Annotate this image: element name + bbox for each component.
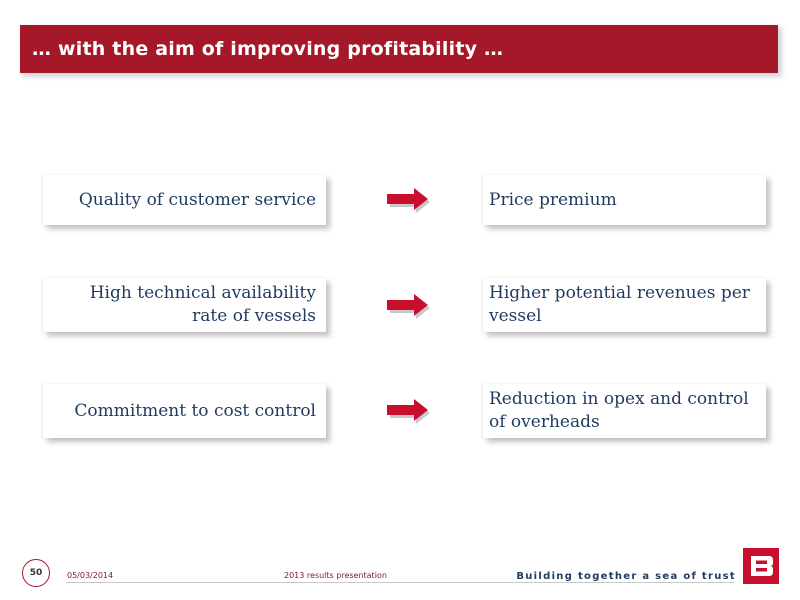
page-title: … with the aim of improving profitabilit… [32, 38, 504, 60]
right-arrow-icon [387, 399, 430, 424]
effect-box-2: Higher potential revenues per vessel [483, 278, 766, 332]
cause-text-3: Commitment to cost control [74, 400, 316, 421]
footer-presentation-title: 2013 results presentation [284, 571, 387, 580]
cause-text-1: Quality of customer service [78, 189, 316, 210]
footer-tagline: Building together a sea of trust [510, 571, 736, 582]
cause-box-2: High technical availability rate of vess… [43, 278, 326, 332]
right-arrow-icon [387, 294, 430, 319]
effect-box-1: Price premium [483, 175, 766, 225]
effect-text-1: Price premium [489, 189, 617, 210]
footer-divider [66, 582, 734, 583]
bourbon-logo [743, 548, 779, 584]
footer-date: 05/03/2014 [67, 571, 114, 580]
cause-box-1: Quality of customer service [43, 175, 326, 225]
effect-box-3: Reduction in opex and control of overhea… [483, 384, 766, 438]
cause-box-3: Commitment to cost control [43, 384, 326, 438]
right-arrow-icon [387, 188, 430, 213]
page-number: 50 [29, 568, 43, 578]
effect-text-2: Higher potential revenues per vessel [489, 283, 750, 326]
page-number-badge: 50 [22, 559, 50, 587]
effect-text-3: Reduction in opex and control of overhea… [489, 389, 749, 432]
cause-text-2: High technical availability rate of vess… [89, 283, 316, 326]
header-band: … with the aim of improving profitabilit… [20, 25, 778, 73]
